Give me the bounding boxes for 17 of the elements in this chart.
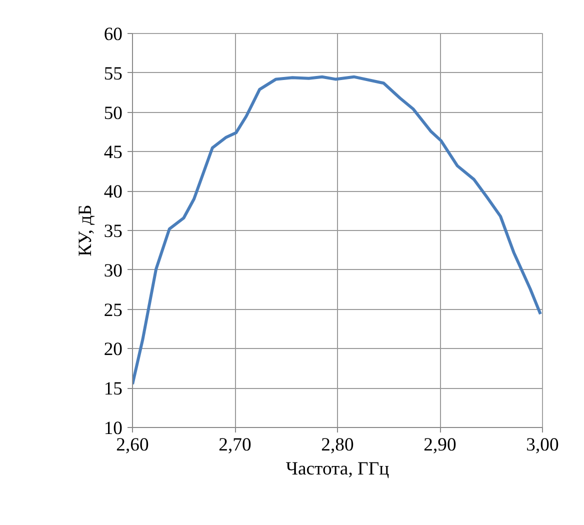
y-tick-label: 35 xyxy=(104,221,122,242)
y-tick-label: 55 xyxy=(104,63,122,84)
y-tick-label: 50 xyxy=(104,102,122,124)
y-tick-label: 20 xyxy=(104,339,122,360)
y-tick-label: 30 xyxy=(104,260,122,282)
x-tick-label: 2,70 xyxy=(218,434,252,456)
x-axis-title: Частота, ГГц xyxy=(286,458,390,480)
y-tick-label: 60 xyxy=(104,24,122,45)
x-tick-label: 2,90 xyxy=(424,434,456,456)
x-tick-label: 2,80 xyxy=(321,434,354,456)
y-tick-label: 40 xyxy=(104,182,122,203)
x-tick-label: 3,00 xyxy=(526,434,559,456)
y-tick-label: 45 xyxy=(104,142,122,164)
y-tick-label: 25 xyxy=(104,300,122,321)
y-tick-label: 15 xyxy=(104,378,122,400)
line-series xyxy=(132,75,542,386)
y-axis-title: КУ, дБ xyxy=(74,204,96,256)
